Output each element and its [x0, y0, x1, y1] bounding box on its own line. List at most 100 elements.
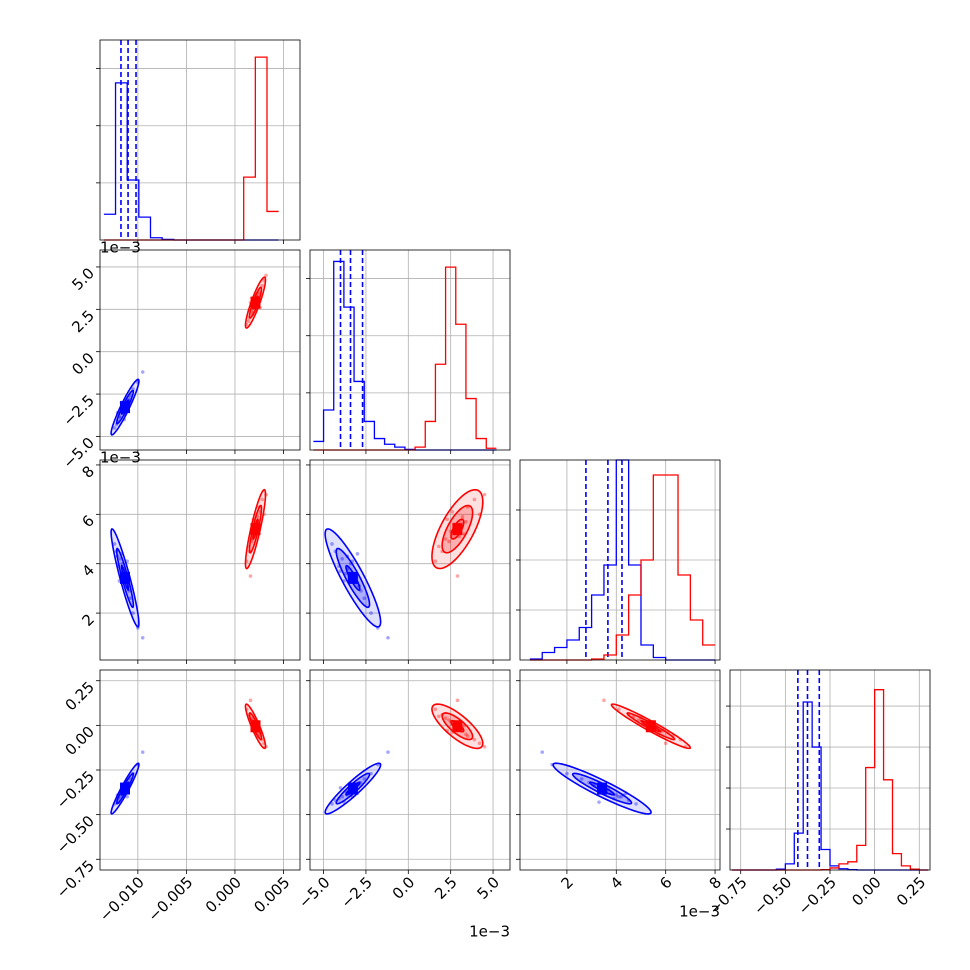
scatter-point — [260, 283, 264, 288]
density-peak — [250, 720, 261, 733]
x-tick-label: 0.25 — [893, 873, 929, 909]
density-peak — [120, 401, 130, 414]
y-tick-label: −0.25 — [53, 767, 98, 812]
scatter-point — [330, 802, 334, 806]
density-peak — [645, 720, 656, 733]
scatter-point — [131, 611, 135, 615]
scatter-point — [140, 635, 145, 640]
y-tick-label: 4 — [79, 561, 98, 580]
scatter-point — [340, 794, 345, 799]
scatter-point — [386, 750, 390, 754]
x-tick-label: −5.0 — [295, 873, 333, 911]
scatter-point — [437, 714, 441, 719]
y-tick-label: 2.5 — [68, 307, 98, 337]
scatter-point — [616, 707, 621, 712]
scatter-point — [579, 777, 584, 781]
panel-frame — [519, 669, 721, 871]
panel-frame — [309, 459, 511, 661]
x-tick-label: 5.0 — [473, 873, 503, 903]
scatter-point — [447, 718, 451, 722]
scatter-point — [663, 741, 668, 746]
panel — [306, 459, 511, 664]
x-offset-text: 1e−3 — [469, 923, 510, 941]
scatter-point — [602, 698, 606, 703]
x-tick-label: −2.5 — [337, 873, 375, 911]
density-peak — [452, 720, 463, 733]
scatter-point — [464, 732, 468, 737]
panel-frame — [729, 669, 931, 871]
y-tick-label: −0.50 — [53, 812, 98, 857]
scatter-point — [140, 750, 145, 754]
scatter-point — [565, 771, 569, 776]
panel: −5.0−2.50.02.55.0 — [60, 249, 301, 472]
scatter-point — [472, 497, 477, 502]
panel — [96, 39, 301, 244]
scatter-point — [386, 635, 390, 640]
density-peak — [120, 571, 130, 584]
scatter-point — [112, 542, 117, 546]
x-tick-label: 4 — [607, 873, 626, 892]
x-tick-label: −0.005 — [144, 873, 196, 925]
scatter-point — [362, 596, 367, 601]
scatter-point — [634, 802, 638, 806]
scatter-point — [340, 556, 345, 561]
scatter-point — [248, 574, 253, 578]
scatter-point — [433, 707, 438, 712]
density-peak — [250, 296, 261, 309]
x-tick-label: 0.000 — [202, 873, 245, 916]
scatter-point — [125, 794, 129, 799]
scatter-point — [443, 537, 448, 541]
x-tick-label: 2 — [557, 873, 576, 892]
scatter-point — [597, 800, 601, 804]
x-tick-label: −0.010 — [96, 873, 148, 925]
scatter-point — [437, 544, 441, 549]
histogram — [103, 82, 279, 241]
y-tick-label: −5.0 — [60, 434, 98, 472]
scatter-point — [455, 574, 460, 578]
panel-frame — [309, 249, 511, 451]
scatter-point — [540, 750, 545, 754]
scatter-point — [616, 794, 621, 799]
panel-frame — [309, 669, 511, 871]
density-peak — [250, 523, 261, 536]
scatter-point — [455, 698, 460, 703]
scatter-point — [477, 741, 482, 746]
scatter-point — [264, 273, 268, 278]
y-offset-text: 1e−3 — [100, 239, 141, 257]
scatter-point — [482, 492, 487, 497]
scatter-point — [472, 737, 477, 742]
density-peak — [347, 782, 358, 795]
y-tick-label: −2.5 — [60, 391, 98, 429]
y-tick-label: 2 — [79, 610, 98, 629]
scatter-point — [447, 539, 451, 544]
scatter-point — [482, 744, 487, 749]
scatter-point — [248, 698, 253, 703]
x-tick-label: 0.005 — [250, 873, 293, 916]
scatter-point — [246, 319, 251, 323]
scatter-point — [330, 542, 334, 546]
panel-frame — [99, 669, 301, 871]
scatter-point — [260, 497, 264, 502]
scatter-point — [450, 510, 455, 514]
scatter-point — [443, 716, 448, 721]
x-tick-label: 0.0 — [389, 873, 419, 903]
y-tick-label: −0.75 — [53, 857, 98, 902]
histogram — [529, 459, 716, 661]
x-tick-label: −0.25 — [795, 873, 840, 918]
density-peak — [347, 571, 358, 584]
panel — [306, 249, 511, 454]
histogram — [103, 56, 279, 241]
x-offset-text: 1e−3 — [679, 903, 720, 921]
x-tick-label: 6 — [656, 873, 675, 892]
scatter-point — [338, 786, 343, 790]
panel: 2 4 6 8 — [79, 459, 301, 664]
scatter-point — [369, 611, 373, 615]
scatter-point — [464, 519, 468, 524]
y-tick-label: 5.0 — [68, 264, 98, 294]
panel-frame — [99, 249, 301, 451]
y-tick-label: 8 — [79, 462, 98, 481]
scatter-point — [355, 552, 360, 556]
panel-frame — [99, 459, 301, 661]
